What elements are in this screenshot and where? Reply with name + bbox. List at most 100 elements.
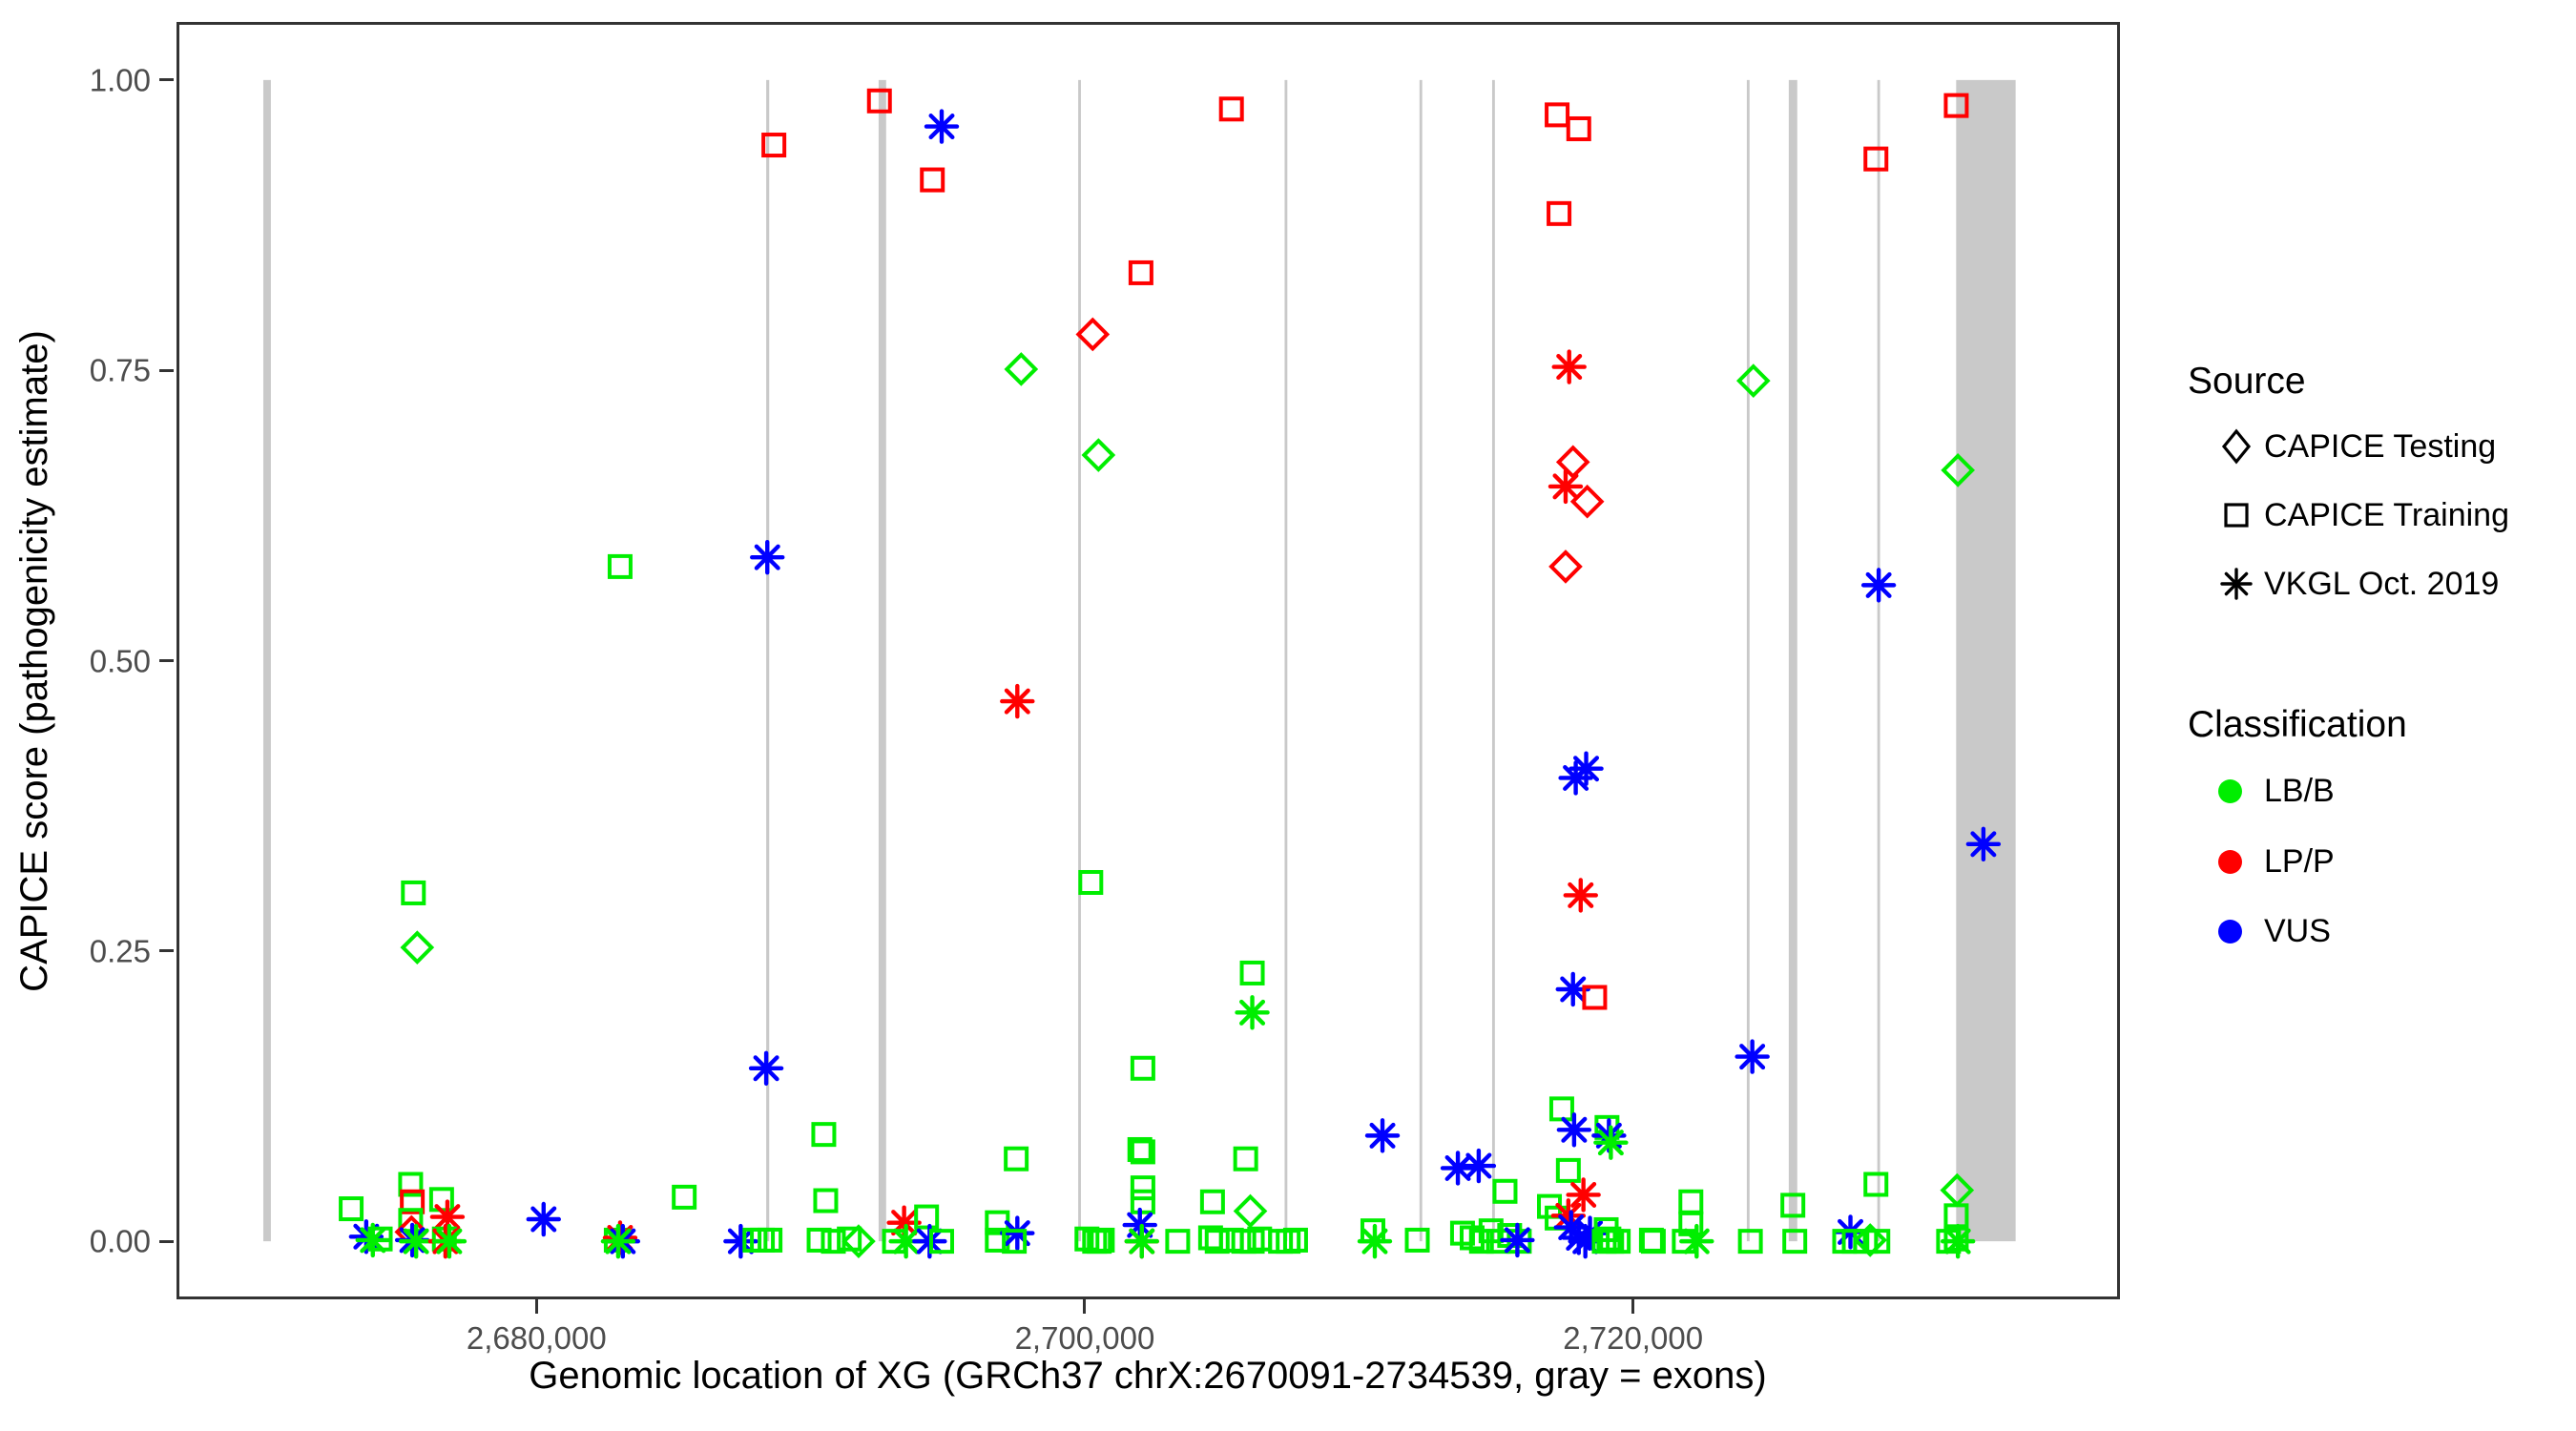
data-point [1081,438,1116,472]
x-axis-title: Genomic location of XG (GRCh37 chrX:2670… [529,1355,1767,1397]
data-point [1548,1096,1574,1122]
exon-bar [1284,79,1288,1242]
lbb-dot-icon [2209,766,2264,816]
exon-bar [1788,79,1797,1242]
data-point [761,133,787,158]
data-point [1591,1229,1617,1255]
data-point [1545,102,1570,128]
data-point [1002,1229,1028,1255]
data-point [398,1223,434,1259]
data-point [1965,826,2002,862]
x-tick-mark [534,1299,538,1314]
data-point [1124,1223,1159,1259]
data-point [813,1188,839,1213]
data-point [1853,1223,1888,1257]
data-point [1276,1229,1301,1255]
plot-panel [177,22,2120,1299]
data-point [1078,869,1104,895]
data-point [1130,1189,1155,1214]
data-point [339,1196,364,1222]
exon-bar [878,79,886,1242]
data-point [1735,363,1771,398]
data-point [1582,985,1608,1010]
y-tick-mark [159,368,174,372]
exon-bar [1877,79,1880,1242]
data-point [1461,1148,1497,1184]
exon-bar [1956,79,2016,1242]
data-point [1364,1118,1401,1153]
x-tick-mark [1631,1299,1635,1314]
data-point [1130,1139,1155,1165]
data-point [600,1223,636,1259]
legend-item-capice-testing: CAPICE Testing [2209,422,2496,471]
data-point [1678,1189,1704,1214]
diamond-icon [2209,422,2264,471]
data-point [1566,1177,1601,1213]
data-point [1404,1227,1430,1253]
data-point [841,1224,876,1258]
x-tick-label: 2,720,000 [1563,1320,1704,1356]
data-point [1235,995,1270,1030]
data-point [1860,568,1897,603]
data-point [1233,1193,1268,1229]
data-point [398,1172,424,1197]
data-point [367,1226,393,1252]
data-point [1218,96,1244,122]
scatter-plot-canvas [262,79,2016,1259]
data-point [1863,146,1889,172]
exon-bar [1746,79,1750,1242]
data-point [1863,1172,1889,1197]
x-tick-mark [1083,1299,1087,1314]
data-point [866,88,892,114]
legend-classification-title: Classification [2188,704,2407,745]
data-point [1563,878,1598,913]
data-point [1548,550,1583,584]
data-point [1090,1227,1115,1253]
data-point [1004,352,1039,386]
y-tick-mark [159,78,174,82]
data-point [806,1227,832,1253]
data-point [1239,1229,1265,1255]
data-point [1555,445,1590,480]
x-tick-label: 2,700,000 [1014,1320,1155,1356]
legend-item-label: LB/B [2264,772,2335,809]
y-axis-title: CAPICE score (pathogenicity estimate) [13,330,55,992]
legend-item-vkgl: VKGL Oct. 2019 [2209,559,2499,609]
data-point [1128,259,1153,285]
y-tick-label: 0.75 [89,352,151,388]
data-point [1640,1229,1666,1255]
data-point [1737,1229,1763,1255]
data-point [1593,1125,1629,1160]
legend-item-label: CAPICE Training [2264,496,2509,533]
legend-source-title: Source [2188,361,2306,402]
data-point [837,1226,862,1252]
data-point [748,1050,784,1086]
data-point [1865,1229,1891,1255]
legend-item-label: VUS [2264,912,2331,949]
data-point [928,1229,954,1255]
vus-dot-icon [2209,906,2264,956]
data-point [924,109,960,144]
data-point [1943,93,1969,118]
data-point [750,539,785,575]
data-point [1268,1229,1294,1255]
legend-classification: Classification [2188,704,2407,746]
data-point [1782,1229,1808,1255]
data-point [811,1122,837,1148]
data-point [1000,683,1035,719]
data-point [1127,1136,1153,1162]
square-icon [2209,490,2264,540]
data-point [1941,453,1975,487]
data-point [1130,1175,1155,1201]
data-point [1566,115,1591,141]
y-tick-label: 0.50 [89,643,151,678]
data-point [723,1223,758,1259]
data-point [1233,1146,1258,1172]
data-point [1555,1157,1581,1183]
data-point [1551,349,1587,384]
y-tick-mark [159,1239,174,1243]
exon-bar [262,79,271,1242]
data-point [400,1189,426,1214]
lpp-dot-icon [2209,837,2264,886]
